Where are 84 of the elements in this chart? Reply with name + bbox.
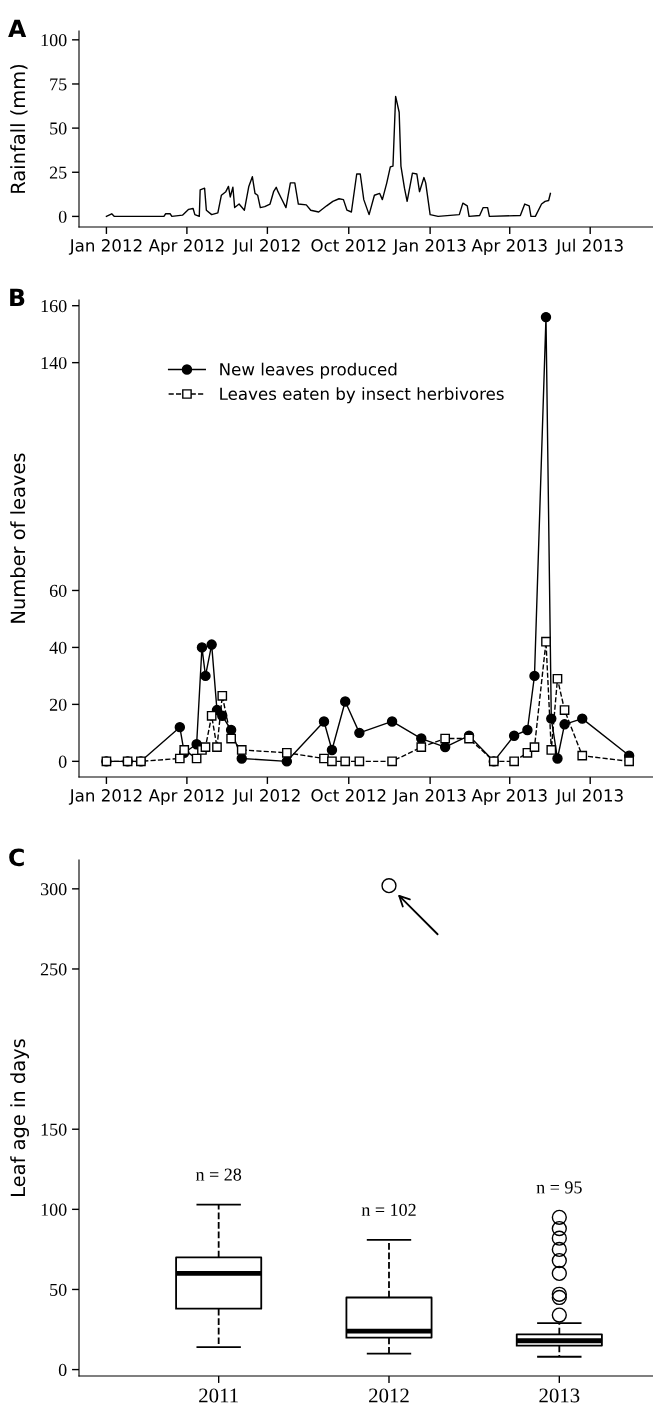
y-tick-label: 140 bbox=[41, 356, 67, 370]
y-tick-label: 75 bbox=[50, 78, 67, 91]
point bbox=[386, 716, 398, 727]
point bbox=[354, 727, 365, 739]
point bbox=[327, 756, 337, 767]
y-axis-title: Rainfall (mm) bbox=[10, 64, 28, 193]
point bbox=[509, 756, 520, 767]
point bbox=[340, 696, 351, 707]
legend-label: New leaves produced bbox=[220, 362, 397, 379]
point bbox=[196, 642, 208, 653]
point bbox=[552, 753, 563, 764]
x-tick-label: Jul 2013 bbox=[555, 238, 623, 255]
point bbox=[281, 747, 292, 758]
y-tick-label: 50 bbox=[50, 122, 67, 135]
point bbox=[541, 636, 551, 647]
point bbox=[200, 742, 211, 752]
point bbox=[552, 673, 563, 684]
x-tick-label: Jul 2012 bbox=[232, 788, 300, 805]
point bbox=[624, 756, 634, 767]
point bbox=[326, 744, 338, 756]
point bbox=[577, 713, 588, 724]
x-tick-label: Apr 2012 bbox=[148, 239, 224, 255]
point bbox=[546, 745, 557, 755]
point bbox=[174, 721, 186, 733]
y-tick-label: 160 bbox=[41, 299, 67, 313]
point bbox=[540, 311, 552, 323]
y-tick-label: 0 bbox=[58, 210, 67, 223]
y-tick-label: 0 bbox=[58, 755, 67, 768]
x-tick-label: Jan 2012 bbox=[68, 239, 142, 255]
x-tick-label: Apr 2012 bbox=[148, 789, 224, 805]
point bbox=[174, 753, 185, 764]
x-tick-label: Jul 2013 bbox=[555, 788, 623, 805]
x-tick-label: Jan 2013 bbox=[392, 789, 466, 805]
line-series bbox=[105, 95, 552, 218]
point bbox=[236, 745, 247, 755]
y-axis-title: Leaf age in days bbox=[10, 1039, 29, 1196]
point bbox=[529, 670, 540, 682]
x-tick-label: Jan 2013 bbox=[392, 239, 466, 255]
annotation: n = 95 bbox=[536, 1181, 582, 1194]
x-tick-label: 2013 bbox=[539, 1388, 580, 1403]
point bbox=[559, 705, 570, 715]
point bbox=[559, 719, 570, 730]
point bbox=[206, 710, 217, 721]
x-tick-label: Oct 2012 bbox=[311, 239, 386, 252]
point bbox=[318, 716, 330, 727]
point bbox=[577, 750, 588, 761]
y-tick-label: 100 bbox=[41, 34, 67, 47]
y-tick-label: 300 bbox=[40, 883, 67, 896]
y-axis-title: Number of leaves bbox=[10, 453, 26, 623]
x-tick-label: Apr 2013 bbox=[471, 789, 547, 805]
point bbox=[387, 756, 397, 767]
point bbox=[212, 742, 222, 752]
point bbox=[206, 639, 217, 650]
y-tick-label: 0 bbox=[58, 1363, 67, 1377]
point bbox=[529, 742, 540, 752]
annotation: n = 28 bbox=[195, 1168, 242, 1181]
x-tick-label: 2011 bbox=[199, 1388, 238, 1403]
point bbox=[200, 670, 211, 682]
legend-label: Leaves eaten by insect herbivores bbox=[220, 387, 504, 404]
y-tick-label: 40 bbox=[49, 641, 67, 654]
x-tick-label: Oct 2012 bbox=[311, 789, 386, 802]
y-tick-label: 50 bbox=[50, 1283, 67, 1296]
x-tick-label: Jul 2012 bbox=[232, 238, 300, 255]
chart-title: A bbox=[8, 19, 27, 37]
point bbox=[217, 690, 228, 701]
point bbox=[226, 733, 236, 744]
x-tick-label: Apr 2013 bbox=[471, 239, 547, 255]
chart-title: C bbox=[9, 848, 24, 867]
point bbox=[354, 756, 365, 767]
point bbox=[340, 756, 351, 767]
y-tick-label: 20 bbox=[49, 698, 67, 711]
point bbox=[522, 724, 533, 736]
y-tick-label: 250 bbox=[40, 963, 67, 976]
y-tick-label: 150 bbox=[41, 1123, 67, 1136]
point bbox=[508, 730, 520, 741]
annotation: n = 102 bbox=[361, 1203, 416, 1216]
point bbox=[416, 742, 427, 752]
x-tick-label: Jan 2012 bbox=[68, 789, 142, 805]
y-tick-label: 100 bbox=[41, 1203, 67, 1216]
x-tick-label: 2012 bbox=[369, 1388, 409, 1403]
point bbox=[440, 733, 451, 744]
y-tick-label: 25 bbox=[49, 166, 67, 179]
y-tick-label: 60 bbox=[49, 584, 67, 597]
chart-title: B bbox=[10, 288, 25, 306]
